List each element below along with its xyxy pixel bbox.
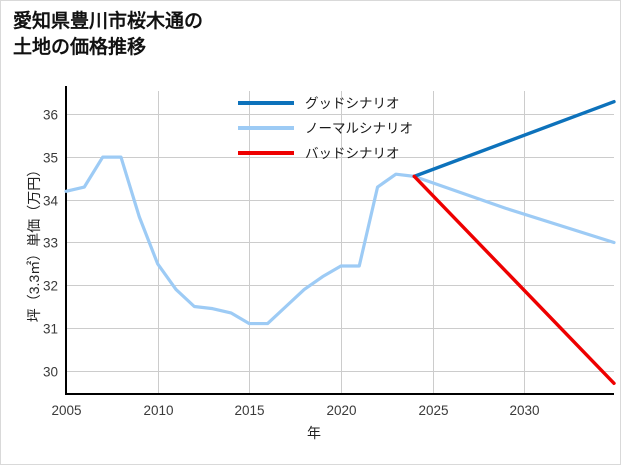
x-axis-tick-label: 2025 (418, 403, 448, 418)
x-axis-tick-label: 2005 (51, 403, 81, 418)
x-axis-tick-label: 2030 (509, 403, 539, 418)
x-axis-tick-label: 2010 (143, 403, 173, 418)
x-axis-title: 年 (307, 425, 321, 441)
page-title: 愛知県豊川市桜木通の 土地の価格推移 (13, 11, 204, 58)
legend-label-normal: ノーマルシナリオ (305, 121, 413, 136)
y-axis-tick-label: 33 (43, 236, 58, 251)
y-axis-tick-label: 32 (43, 279, 58, 294)
series-line-bad (412, 174, 616, 386)
y-axis-tick-label: 36 (43, 108, 58, 123)
y-axis-tick-label: 35 (43, 151, 58, 166)
x-axis-tick-label: 2015 (234, 403, 264, 418)
y-axis-tick-label: 30 (43, 365, 58, 380)
y-axis-title: 坪（3.3㎡）単価（万円） (26, 163, 42, 322)
series-line-good (412, 99, 616, 179)
legend-label-good: グッドシナリオ (305, 96, 400, 111)
series-line-normal (64, 155, 616, 326)
y-axis-tick-label: 31 (43, 322, 58, 337)
legend-label-bad: バッドシナリオ (305, 146, 400, 161)
y-axis-tick-label: 34 (43, 194, 59, 209)
x-axis-tick-label: 2020 (326, 403, 356, 418)
